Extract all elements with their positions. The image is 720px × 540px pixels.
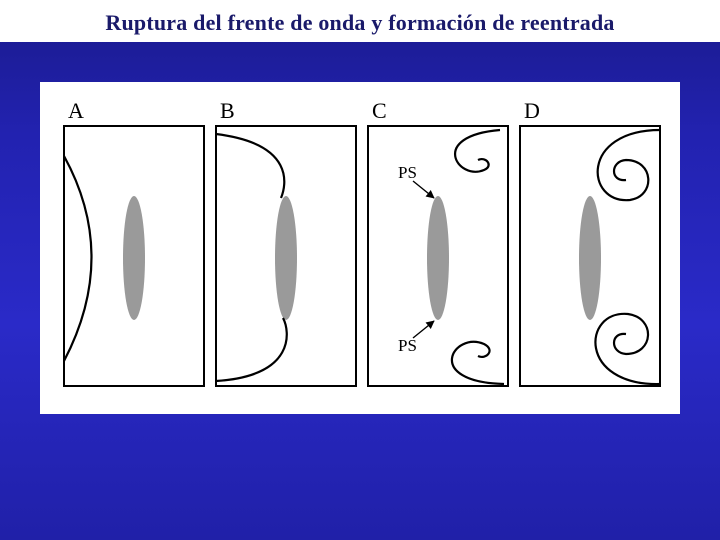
wavebreak-figure: A B C PS PS D — [54, 96, 666, 396]
ps-label: PS — [398, 163, 417, 182]
panel-label: D — [524, 98, 540, 123]
title-text: Ruptura del frente de onda y formación d… — [105, 10, 614, 35]
obstacle-ellipse — [579, 196, 601, 320]
panel-label: A — [68, 98, 84, 123]
obstacle-ellipse — [275, 196, 297, 320]
obstacle-ellipse — [123, 196, 145, 320]
panel-label: C — [372, 98, 387, 123]
figure-container: A B C PS PS D — [40, 82, 680, 414]
ps-label: PS — [398, 336, 417, 355]
obstacle-ellipse — [427, 196, 449, 320]
slide-title: Ruptura del frente de onda y formación d… — [0, 0, 720, 42]
panel-label: B — [220, 98, 235, 123]
